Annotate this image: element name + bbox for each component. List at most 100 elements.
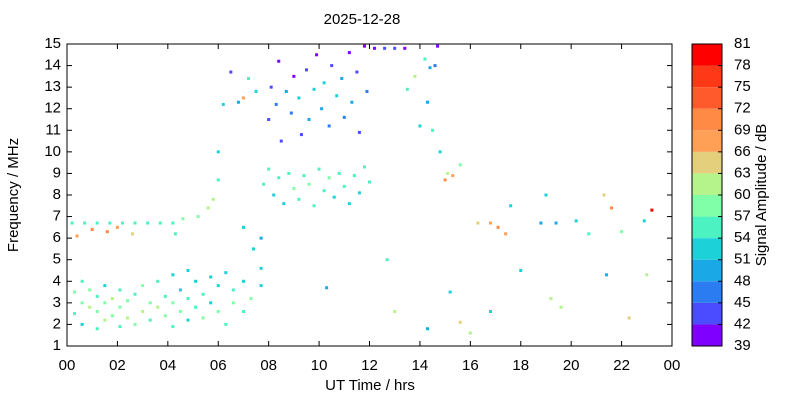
colorbar-tick-label: 51 [734,251,751,268]
signal-point [299,133,303,137]
signal-point [431,128,435,132]
colorbar-band [692,259,722,282]
signal-point [347,51,351,55]
signal-point [362,165,366,169]
signal-point [229,70,233,74]
signal-point [393,309,397,313]
y-tick-label: 11 [45,121,61,138]
y-tick-label: 1 [53,337,61,354]
signal-point [201,292,205,296]
colorbar-tick-label: 63 [734,164,751,181]
colorbar-band [692,195,722,217]
signal-point [133,322,137,326]
signal-point [163,294,167,298]
signal-point [335,94,339,98]
signal-point [118,305,122,309]
signal-point [297,197,301,201]
y-tick-label: 5 [53,251,61,268]
signal-point [604,273,608,277]
signal-point [241,96,245,100]
signal-point [131,232,135,236]
signal-point [216,178,220,182]
signal-point [231,301,235,305]
colorbar-band [692,108,722,131]
signal-point [158,221,162,225]
y-tick-label: 6 [53,229,61,246]
signal-point [148,318,152,322]
signal-point [325,286,329,290]
colorbar-band [692,324,722,346]
signal-point [362,44,366,48]
signal-point [209,301,213,305]
x-tick-label: 12 [361,357,378,374]
y-tick-label: 13 [44,78,61,95]
signal-point [645,273,649,277]
y-tick-label: 3 [53,294,61,311]
colorbar-band [692,65,722,88]
signal-point [350,100,354,104]
signal-point [194,305,198,309]
signal-point [312,204,316,208]
signal-point [373,46,377,50]
signal-point [458,163,462,167]
signal-point [247,77,250,81]
signal-point [90,228,94,232]
signal-point [249,297,253,301]
colorbar-band [692,173,722,195]
signal-point [171,325,175,329]
colorbar-band [692,238,722,260]
signal-point [496,225,500,229]
signal-point [610,206,613,210]
signal-point [224,322,228,326]
signal-point [95,309,99,313]
signal-point [274,102,278,106]
signal-point [267,118,271,121]
signal-point [95,327,99,331]
colorbar-band [692,302,722,325]
signal-point [201,316,205,320]
signal-point [126,316,129,320]
signal-point [284,89,288,93]
signal-point [289,111,293,115]
signal-point [216,309,220,313]
signal-point [297,96,301,100]
signal-point [438,150,442,154]
colorbar-tick-label: 39 [734,337,751,354]
signal-point [103,284,107,288]
x-tick-label: 18 [512,357,529,374]
signal-point [315,53,319,57]
signal-point [186,269,190,272]
signal-point [650,208,654,212]
y-tick-label: 14 [44,57,61,74]
signal-point [118,288,122,292]
colorbar-tick-label: 81 [734,35,751,52]
signal-point [292,74,296,78]
signal-point [554,221,558,225]
signal-point [75,234,79,238]
signal-point [425,100,429,104]
colorbar-tick-label: 66 [734,143,751,160]
signal-point [304,68,308,72]
signal-point [163,314,167,318]
signal-point [620,230,624,234]
signal-point [355,70,359,74]
signal-point [95,221,99,225]
colorbar-tick-label: 57 [734,208,751,225]
signal-point [262,182,266,186]
signal-point [171,273,175,277]
signal-point [236,100,240,104]
colorbar-band [692,216,722,239]
signal-point [642,219,646,223]
signal-point [196,215,200,219]
signal-point [357,130,361,134]
signal-point [383,46,387,50]
signal-point [327,124,331,128]
x-tick-label: 10 [311,357,328,374]
signal-point [173,232,177,236]
signal-point [126,299,129,303]
signal-point [80,301,84,305]
signal-point [317,167,321,171]
y-tick-label: 10 [44,143,61,160]
signal-point [418,124,422,128]
signal-point [393,46,397,50]
